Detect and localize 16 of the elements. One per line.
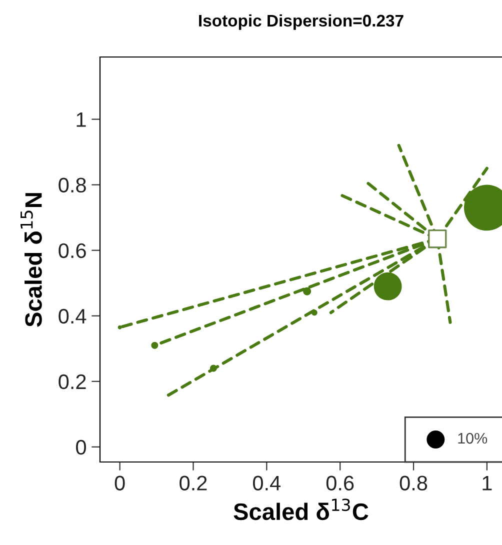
legend-label: 10% xyxy=(458,432,488,444)
y-tick-label: 0.6 xyxy=(58,243,86,258)
x-tick-label: 0.2 xyxy=(180,476,207,490)
x-tick-label: 0.6 xyxy=(326,476,354,490)
y-tick-label: 1 xyxy=(76,112,86,127)
x-tick-label: 0 xyxy=(114,476,125,490)
y-tick-label: 0.8 xyxy=(58,178,86,193)
y-tick-label: 0.2 xyxy=(58,374,86,390)
y-tick-label: 0 xyxy=(76,440,86,455)
x-axis-title: Scaled δ$^{13}$C xyxy=(234,498,368,520)
x-tick-label: 1 xyxy=(482,476,492,490)
x-tick-label: 0.8 xyxy=(400,476,428,490)
chart-title: Isotopic Dispersion=0.237 xyxy=(199,14,404,30)
x-tick-label: 0.4 xyxy=(253,476,281,490)
y-tick-label: 0.4 xyxy=(58,308,86,324)
y-axis-title: Scaled δ$^{15}$N xyxy=(20,193,42,327)
